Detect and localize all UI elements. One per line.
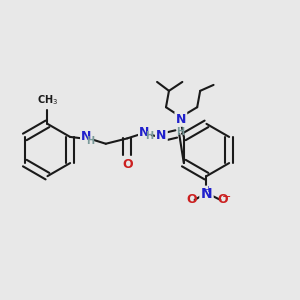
Text: H: H <box>177 127 185 136</box>
Text: O: O <box>218 194 228 206</box>
Text: H: H <box>145 131 153 141</box>
Text: +: + <box>205 185 212 194</box>
Text: N: N <box>139 126 150 139</box>
Text: N: N <box>81 130 92 143</box>
Text: CH$_3$: CH$_3$ <box>37 94 58 107</box>
Text: O: O <box>123 158 134 171</box>
Text: N: N <box>176 112 186 126</box>
Text: O: O <box>186 194 197 206</box>
Text: N: N <box>156 129 167 142</box>
Text: H: H <box>86 136 94 146</box>
Text: N: N <box>201 187 212 201</box>
Text: −: − <box>222 192 231 202</box>
